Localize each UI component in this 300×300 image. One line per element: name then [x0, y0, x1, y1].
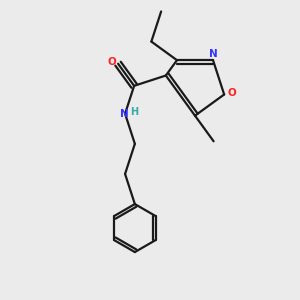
Text: H: H [130, 107, 138, 117]
Text: O: O [107, 57, 116, 68]
Text: N: N [120, 109, 128, 119]
Text: O: O [227, 88, 236, 98]
Text: N: N [209, 49, 218, 59]
